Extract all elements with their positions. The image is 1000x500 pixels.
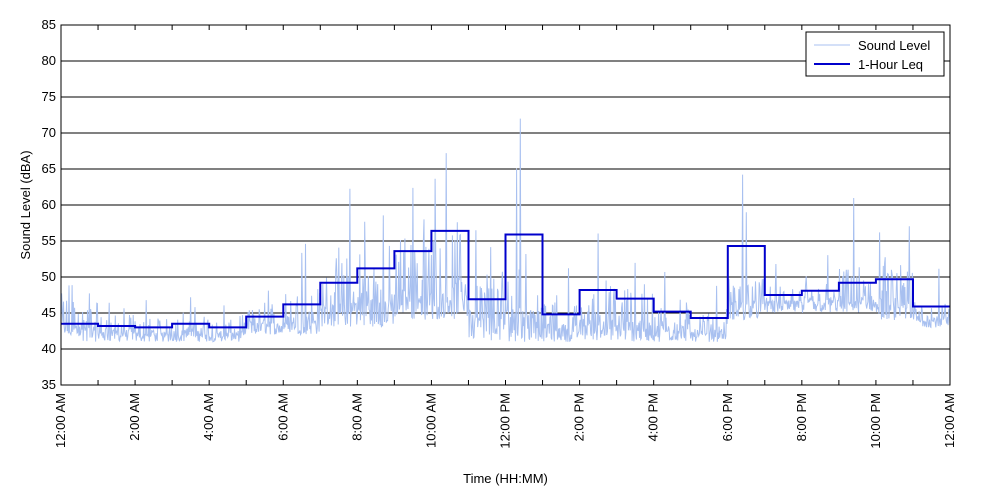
legend-label-sound-level: Sound Level [858,38,930,53]
x-tick-label: 10:00 AM [423,393,438,448]
y-tick-label: 35 [42,377,56,392]
y-ticks: 35 40 45 50 55 60 65 70 75 80 85 [42,17,56,392]
plot-frame [60,24,951,386]
x-tick-label: 4:00 AM [201,393,216,441]
y-axis-label: Sound Level (dBA) [18,150,33,259]
y-tick-label: 85 [42,17,56,32]
x-tick-label: 6:00 AM [275,393,290,441]
x-tick-label: 8:00 PM [794,393,809,441]
x-tick-label: 2:00 PM [572,393,587,441]
series-line-1-hour-leq [61,229,950,329]
x-tick-label: 8:00 AM [349,393,364,441]
x-tick-label: 12:00 AM [53,393,68,448]
x-tick-label: 10:00 PM [868,393,883,449]
y-tick-label: 50 [42,269,56,284]
x-tick-label: 12:00 AM [942,393,957,448]
x-tick-label: 6:00 PM [720,393,735,441]
x-tick-label: 4:00 PM [646,393,661,441]
y-tick-label: 80 [42,53,56,68]
legend-label-1-hour-leq: 1-Hour Leq [858,57,923,72]
x-tick-label: 12:00 PM [498,393,513,449]
y-tick-label: 60 [42,197,56,212]
y-tick-label: 75 [42,89,56,104]
y-tick-label: 65 [42,161,56,176]
x-axis-label: Time (HH:MM) [463,471,548,486]
y-tick-label: 45 [42,305,56,320]
y-tick-label: 40 [42,341,56,356]
legend-box [805,31,945,77]
x-ticks: 12:00 AM 2:00 AM 4:00 AM 6:00 AM 8:00 AM 10:0… [53,25,957,449]
y-tick-label: 55 [42,233,56,248]
y-tick-label: 70 [42,125,56,140]
legend: Sound Level 1-Hour Leq [805,31,945,77]
x-tick-label: 2:00 AM [127,393,142,441]
